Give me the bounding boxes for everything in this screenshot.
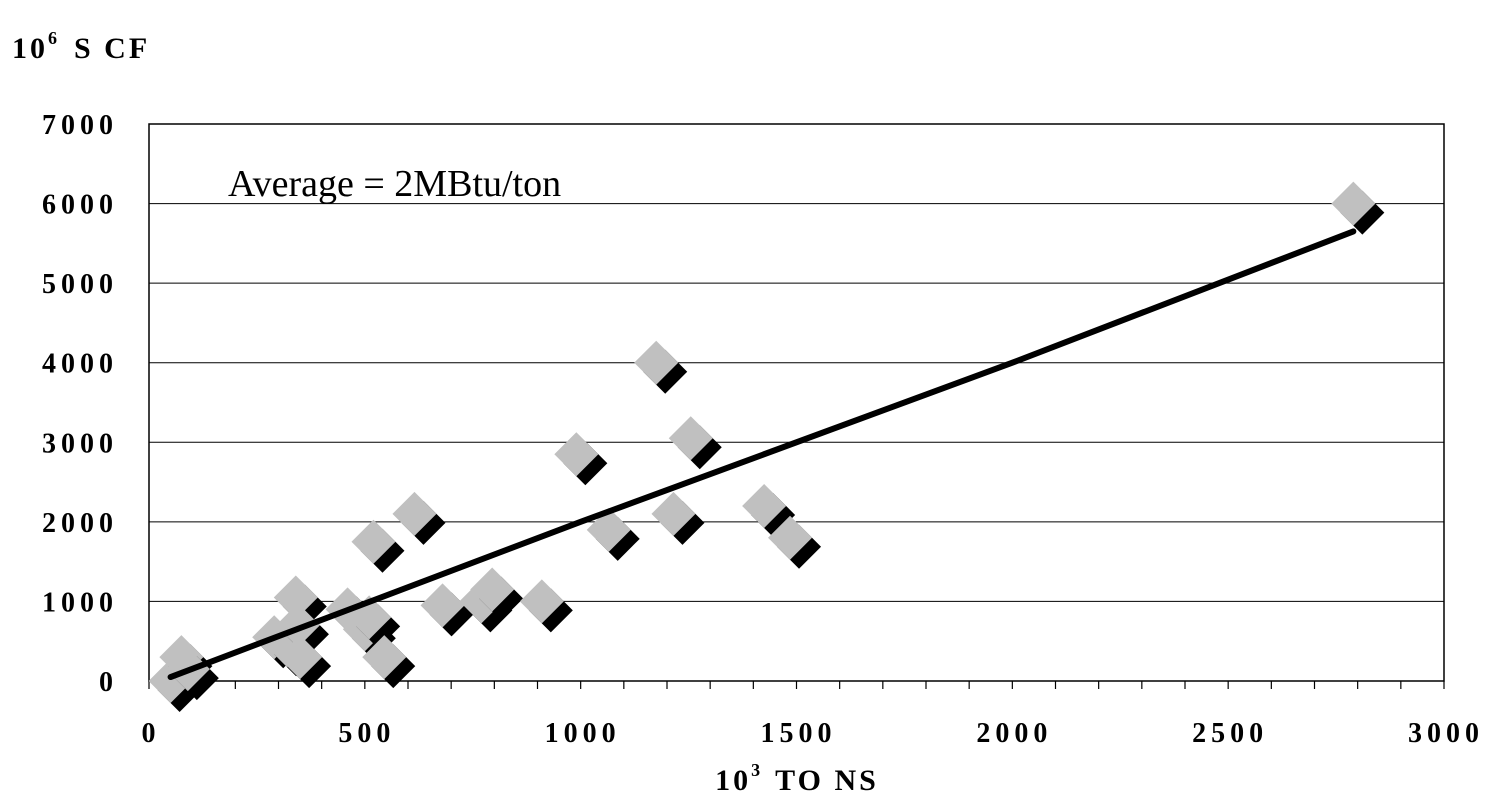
data-point xyxy=(554,432,608,486)
data-point xyxy=(668,416,722,470)
x-tick-label: 3000 xyxy=(1408,718,1484,749)
data-point xyxy=(768,515,822,569)
y-tick-label: 2000 xyxy=(42,508,118,539)
data-point xyxy=(519,579,573,633)
y-axis-title: 106 S CF xyxy=(12,28,150,65)
point-marker xyxy=(519,579,564,624)
point-marker xyxy=(278,635,323,680)
x-tick-label: 1000 xyxy=(545,718,621,749)
trend-line xyxy=(167,228,1357,681)
point-marker xyxy=(420,583,465,628)
x-tick-label: 1500 xyxy=(761,718,837,749)
point-marker xyxy=(392,491,437,536)
x-tick-label: 2500 xyxy=(1192,718,1268,749)
point-marker xyxy=(768,515,813,560)
x-axis-tick-labels: 0 500 1000 1500 2000 2500 3000 xyxy=(142,718,1484,749)
point-marker xyxy=(586,507,631,552)
point-marker xyxy=(554,432,599,477)
x-axis-ticks xyxy=(148,681,1445,689)
point-marker xyxy=(651,491,696,536)
x-tick-label: 2000 xyxy=(976,718,1052,749)
point-marker xyxy=(634,340,679,385)
y-tick-label: 0 xyxy=(99,667,118,698)
point-marker xyxy=(273,575,318,620)
data-points xyxy=(148,181,1385,712)
point-marker xyxy=(1331,181,1376,226)
data-point xyxy=(392,491,446,545)
data-point xyxy=(470,567,524,621)
data-point xyxy=(351,519,405,573)
point-marker xyxy=(668,416,713,461)
data-point xyxy=(634,340,688,394)
y-tick-label: 5000 xyxy=(42,269,118,300)
x-axis-title: 103 TO NS xyxy=(715,760,879,797)
point-marker xyxy=(351,519,396,564)
point-marker xyxy=(742,483,787,528)
data-point xyxy=(651,491,705,545)
x-tick-label: 0 xyxy=(142,718,161,749)
y-axis-tick-labels: 0 1000 2000 3000 4000 5000 6000 7000 xyxy=(42,110,118,698)
annotation: Average = 2MBtu/ton xyxy=(228,163,561,205)
x-tick-label: 500 xyxy=(338,718,395,749)
y-tick-label: 3000 xyxy=(42,428,118,459)
y-tick-label: 1000 xyxy=(42,587,118,618)
plot-area xyxy=(148,123,1445,682)
point-marker xyxy=(275,603,320,648)
data-point xyxy=(278,635,332,689)
data-point xyxy=(586,507,640,561)
data-point xyxy=(362,635,416,689)
y-tick-label: 4000 xyxy=(42,349,118,380)
y-tick-label: 7000 xyxy=(42,110,118,141)
point-marker xyxy=(362,635,407,680)
data-point xyxy=(1331,181,1385,235)
point-marker xyxy=(470,567,515,612)
y-tick-label: 6000 xyxy=(42,190,118,221)
